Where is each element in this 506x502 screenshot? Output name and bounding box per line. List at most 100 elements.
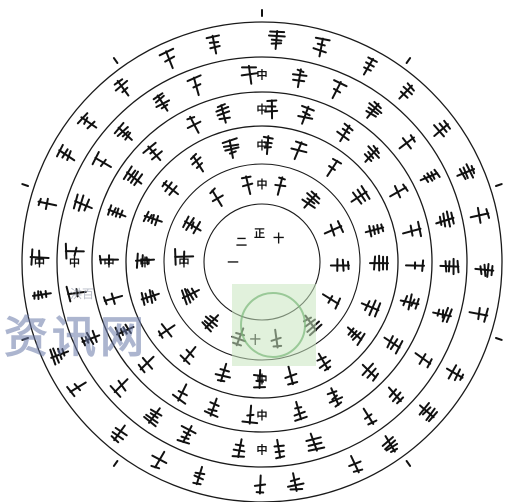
glyph-mark bbox=[158, 47, 176, 70]
glyph-mark bbox=[383, 335, 404, 355]
ring-5 bbox=[56, 56, 468, 468]
glyph-mark bbox=[140, 289, 160, 306]
glyph-mark bbox=[253, 474, 267, 495]
glyph-mark bbox=[201, 314, 220, 333]
ring-label: 中 bbox=[69, 255, 80, 269]
glyph-mark bbox=[49, 347, 70, 366]
glyph-mark bbox=[287, 472, 305, 492]
glyph-mark bbox=[262, 135, 274, 156]
glyph-mark bbox=[107, 204, 127, 219]
glyph-mark bbox=[418, 402, 439, 423]
ring-label: 中 bbox=[104, 255, 115, 269]
glyph-mark bbox=[399, 293, 420, 311]
ring-4 bbox=[91, 91, 433, 433]
glyph-mark bbox=[76, 112, 98, 130]
glyph-mark bbox=[363, 144, 380, 163]
rim-tick bbox=[405, 460, 412, 467]
glyph-mark bbox=[190, 152, 205, 173]
watermark-logo-circle bbox=[240, 292, 306, 358]
glyph-mark bbox=[362, 407, 378, 426]
ring-label: 中 bbox=[34, 255, 45, 269]
glyph-mark bbox=[361, 362, 380, 382]
glyph-mark bbox=[274, 176, 287, 196]
glyph-mark bbox=[273, 438, 286, 460]
glyph-mark bbox=[113, 78, 130, 97]
concentric-rings bbox=[21, 21, 503, 502]
glyph-mark bbox=[31, 290, 52, 301]
glyph-mark bbox=[419, 168, 441, 183]
glyph-mark bbox=[150, 450, 168, 470]
rim-tick bbox=[112, 57, 119, 64]
glyph-mark bbox=[293, 400, 308, 422]
watermark-logo-box bbox=[232, 284, 316, 366]
glyph-mark bbox=[137, 355, 155, 374]
glyph-mark bbox=[326, 387, 344, 408]
glyph-mark bbox=[135, 252, 156, 269]
glyph-mark bbox=[346, 326, 366, 347]
glyph-mark bbox=[402, 220, 423, 238]
glyph-mark bbox=[56, 143, 76, 162]
glyph-mark bbox=[323, 220, 345, 237]
glyph-mark bbox=[179, 346, 197, 365]
glyph-mark bbox=[114, 323, 135, 341]
ring-label: 二 bbox=[236, 236, 247, 249]
glyph-mark bbox=[456, 163, 476, 181]
glyph-mark bbox=[205, 34, 221, 55]
rim-tick bbox=[112, 460, 119, 467]
glyph-mark bbox=[109, 378, 129, 398]
glyph-mark bbox=[362, 56, 378, 76]
ring-label: 十 bbox=[273, 231, 284, 245]
glyph-mark bbox=[329, 258, 350, 272]
glyph-mark bbox=[221, 137, 240, 159]
glyph-mark bbox=[215, 103, 231, 124]
glyph-mark bbox=[301, 190, 321, 209]
glyph-mark bbox=[252, 369, 267, 389]
glyph-strokes bbox=[21, 9, 503, 495]
glyph-mark bbox=[398, 82, 415, 100]
glyph-mark bbox=[241, 404, 259, 425]
glyph-mark bbox=[231, 438, 246, 459]
ring-6 bbox=[21, 21, 503, 502]
glyph-mark bbox=[214, 362, 231, 383]
ring-label: 中 bbox=[257, 177, 268, 191]
glyph-mark bbox=[91, 151, 112, 168]
glyph-mark bbox=[381, 435, 399, 453]
glyph-mark bbox=[174, 248, 195, 266]
ring-label: 中 bbox=[257, 102, 268, 116]
glyph-mark bbox=[102, 292, 124, 306]
ring-label: 中 bbox=[257, 372, 268, 386]
glyph-mark bbox=[364, 223, 385, 238]
glyph-mark bbox=[389, 183, 409, 199]
glyph-mark bbox=[414, 352, 433, 369]
glyph-mark bbox=[110, 424, 128, 444]
glyph-mark bbox=[203, 397, 220, 418]
glyph-mark bbox=[152, 92, 171, 112]
glyph-mark bbox=[29, 248, 50, 266]
watermark-small-text: 洪百 bbox=[70, 287, 94, 301]
glyph-mark bbox=[171, 383, 188, 405]
glyph-mark bbox=[336, 122, 354, 143]
glyph-mark bbox=[305, 432, 326, 452]
glyph-mark bbox=[66, 381, 87, 398]
ring-label: 一 bbox=[228, 256, 239, 269]
ring-label: 中 bbox=[140, 255, 151, 269]
glyph-mark bbox=[348, 455, 364, 474]
glyph-mark bbox=[176, 424, 197, 445]
glyph-mark bbox=[113, 121, 133, 141]
glyph-mark bbox=[267, 30, 286, 50]
ring-label: 中 bbox=[179, 255, 190, 269]
rim-tick bbox=[495, 183, 503, 187]
rim-tick bbox=[21, 183, 29, 187]
glyph-mark bbox=[439, 257, 460, 276]
glyph-mark bbox=[297, 104, 315, 125]
glyph-mark bbox=[143, 407, 163, 428]
glyph-mark bbox=[350, 185, 371, 205]
glyph-mark bbox=[182, 215, 202, 235]
glyph-mark bbox=[240, 175, 254, 195]
watermark-text: 资讯网 bbox=[4, 312, 148, 363]
glyph-mark bbox=[316, 352, 332, 372]
rim-tick bbox=[21, 337, 29, 341]
rim-tick bbox=[405, 57, 412, 64]
rim-tick bbox=[495, 337, 503, 341]
